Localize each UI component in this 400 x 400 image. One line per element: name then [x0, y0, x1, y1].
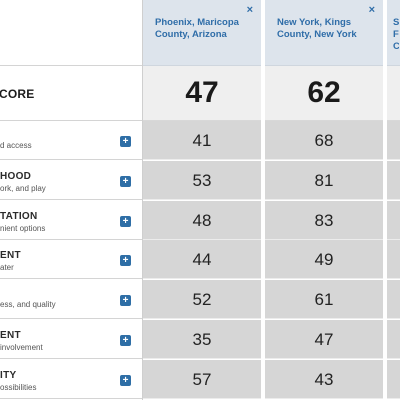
- close-icon[interactable]: ×: [246, 4, 253, 16]
- category-score-value: 43: [314, 369, 334, 389]
- category-score-cell: [387, 121, 400, 160]
- expand-plus-icon[interactable]: +: [120, 295, 131, 307]
- category-score-cell: 47: [265, 320, 383, 359]
- score-cell-third: [387, 66, 400, 121]
- category-score-cell: 81: [265, 160, 383, 200]
- category-label-cell: ITY ossibilities +: [0, 359, 142, 399]
- category-score-value: 44: [192, 250, 212, 270]
- category-score-value: 35: [192, 330, 212, 349]
- category-label-cell: ENT involvement +: [0, 320, 142, 359]
- column-divider: [142, 0, 143, 400]
- column-name[interactable]: S F C: [393, 17, 399, 52]
- category-score-cell: [387, 160, 400, 200]
- header-spacer: [0, 0, 142, 66]
- category-score-cell: [387, 320, 400, 359]
- category-score-cell: 83: [265, 200, 383, 240]
- category-score-cell: 43: [265, 359, 383, 399]
- category-score-cell: 57: [143, 359, 261, 399]
- total-score-label: CORE: [0, 87, 35, 101]
- category-subtitle: ater: [0, 263, 14, 273]
- category-score-cell: 35: [143, 320, 261, 359]
- expand-plus-icon[interactable]: +: [120, 175, 131, 187]
- total-score-value: 47: [185, 76, 219, 109]
- category-subtitle: involvement: [0, 343, 43, 352]
- category-score-value: 53: [192, 170, 212, 190]
- category-score-cell: 49: [265, 240, 383, 280]
- score-cell-phoenix: 47: [143, 66, 261, 121]
- category-score-value: 41: [192, 131, 212, 150]
- category-subtitle: nient options: [0, 223, 46, 233]
- score-cell-new-york: 62: [265, 66, 383, 121]
- category-score-cell: [387, 240, 400, 280]
- category-title: ITY: [0, 369, 17, 381]
- column-name[interactable]: Phoenix, Maricopa County, Arizona: [155, 17, 239, 40]
- category-score-value: 83: [314, 210, 334, 230]
- column-header-new-york: New York, Kings County, New York ×: [265, 0, 383, 66]
- category-score-value: 57: [192, 369, 212, 389]
- category-score-cell: 53: [143, 160, 261, 200]
- column-name[interactable]: New York, Kings County, New York: [277, 17, 357, 40]
- category-title: TATION: [0, 210, 38, 222]
- expand-plus-icon[interactable]: +: [120, 335, 131, 346]
- category-score-value: 47: [314, 330, 334, 349]
- expand-plus-icon[interactable]: +: [120, 215, 131, 227]
- category-score-cell: 44: [143, 240, 261, 280]
- category-score-value: 48: [192, 210, 212, 230]
- category-title: ENT: [0, 330, 21, 341]
- category-label-cell: TATION nient options +: [0, 200, 142, 240]
- category-title: ENT: [0, 250, 21, 262]
- category-score-value: 49: [314, 250, 334, 270]
- category-label-cell: HOOD ork, and play +: [0, 160, 142, 200]
- column-header-phoenix: Phoenix, Maricopa County, Arizona ×: [143, 0, 261, 66]
- column-header-third: S F C: [387, 0, 400, 66]
- category-label-cell: d access +: [0, 121, 142, 160]
- expand-plus-icon[interactable]: +: [120, 136, 131, 147]
- category-subtitle: ess, and quality: [0, 300, 56, 310]
- category-score-value: 68: [314, 131, 334, 150]
- close-icon[interactable]: ×: [368, 4, 375, 16]
- category-score-cell: [387, 359, 400, 399]
- expand-plus-icon[interactable]: +: [120, 255, 131, 267]
- category-score-value: 52: [192, 290, 212, 310]
- category-score-value: 61: [314, 290, 334, 310]
- category-score-cell: 61: [265, 280, 383, 320]
- category-score-cell: [387, 200, 400, 240]
- category-title: HOOD: [0, 170, 32, 182]
- category-label-cell: ess, and quality +: [0, 280, 142, 320]
- category-score-cell: 52: [143, 280, 261, 320]
- category-score-cell: 48: [143, 200, 261, 240]
- expand-plus-icon[interactable]: +: [120, 374, 131, 386]
- category-subtitle: d access: [0, 141, 32, 150]
- category-score-cell: 68: [265, 121, 383, 160]
- category-score-cell: [387, 280, 400, 320]
- category-subtitle: ossibilities: [0, 382, 37, 392]
- total-score-value: 62: [307, 76, 341, 109]
- category-score-cell: 41: [143, 121, 261, 160]
- category-label-cell: ENT ater +: [0, 240, 142, 280]
- category-score-value: 81: [314, 170, 334, 190]
- total-score-label-cell: CORE: [0, 66, 142, 121]
- category-subtitle: ork, and play: [0, 183, 46, 193]
